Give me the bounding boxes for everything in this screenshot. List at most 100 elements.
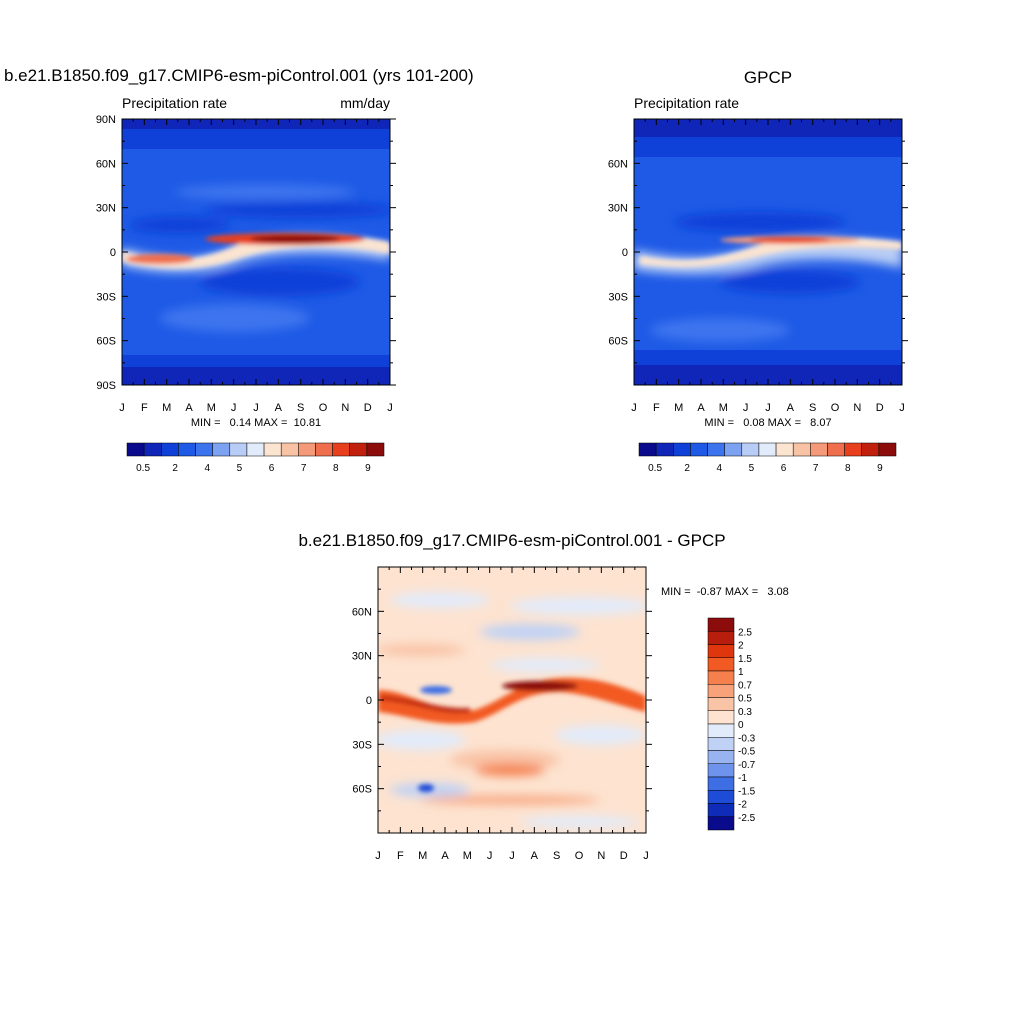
- panel1-colorbar-label: 8: [333, 463, 339, 474]
- panel2-colorbar-label: 6: [781, 463, 787, 474]
- panel2-x-tick-label: M: [674, 402, 683, 414]
- panel1-colorbar-cell: [126, 442, 145, 457]
- panel1-colorbar-label: 6: [269, 463, 275, 474]
- panel1-y-ticks: 90N 60N 30N 0 30S 60S 90S: [96, 114, 396, 392]
- panel2-colorbar-cell: [758, 442, 777, 457]
- panel2-x-tick-label: D: [876, 402, 884, 414]
- panel2-colorbar-cell: [775, 442, 794, 457]
- panel3-x-tick-label: M: [463, 850, 472, 862]
- panel1-x-tick-label: J: [387, 402, 393, 414]
- panel3-colorbar-cell: [707, 710, 735, 725]
- panel3-field: [378, 567, 646, 833]
- panel3-colorbar-label: 2: [738, 641, 744, 652]
- panel3-colorbar-label: -0.3: [738, 733, 756, 744]
- panel2-x-tick-label: J: [743, 402, 749, 414]
- panel1-colorbar-cell: [298, 442, 316, 457]
- panel3-y-ticks: 60N 30N 0 30S 60S: [352, 588, 652, 812]
- panel3-colorbar: 2.5 2 1.5 1 0.7 0.5 0.3 0 -0.3 -0.5 -0.7 -1 -1.5 -2 -2…: [707, 617, 756, 831]
- panel1-colorbar-cell: [212, 442, 231, 457]
- panel2-colorbar-cell: [861, 442, 880, 457]
- panel2-colorbar-cell: [792, 442, 811, 457]
- panel3-colorbar-cell: [707, 763, 735, 778]
- panel2-x-tick-label: A: [697, 402, 705, 414]
- panel3-y-tick-label: 60S: [352, 784, 372, 796]
- panel1-colorbar: 0.5 2 4 5 6 7 8 9: [126, 442, 385, 474]
- panel2-field: [634, 119, 902, 385]
- panel2-colorbar-cell: [638, 442, 657, 457]
- panel3-x-tick-label: A: [441, 850, 449, 862]
- panel3-colorbar-label: -1: [738, 773, 747, 784]
- panel1-y-tick-label: 30S: [96, 291, 116, 303]
- panel3-colorbar-cell: [707, 631, 735, 645]
- panel2-title: GPCP: [744, 68, 792, 87]
- panel3-colorbar-cell: [707, 617, 735, 632]
- panel1-title: b.e21.B1850.f09_g17.CMIP6-esm-piControl.…: [4, 66, 474, 85]
- panel3-colorbar-label: 0.3: [738, 707, 752, 718]
- panel1-subtitle-left: Precipitation rate: [122, 95, 227, 111]
- panel3-colorbar-label: 1: [738, 667, 744, 678]
- panel2-x-tick-label: O: [831, 402, 840, 414]
- panel2-colorbar-label: 8: [845, 463, 851, 474]
- panel3-x-tick-label: F: [397, 850, 404, 862]
- panel1-colorbar-cell: [229, 442, 248, 457]
- panel1-x-tick-label: D: [364, 402, 372, 414]
- panel2-y-tick-label: 60N: [608, 158, 628, 170]
- panel3-colorbar-label: 0.5: [738, 694, 752, 705]
- panel1-x-tick-label: N: [341, 402, 349, 414]
- panel3-colorbar-label: 0: [738, 720, 744, 731]
- panel1-y-tick-label: 60S: [96, 336, 116, 348]
- panel3-y-tick-label: 30N: [352, 651, 372, 663]
- panel2-colorbar-cell: [741, 442, 760, 457]
- panel2-x-tick-label: M: [719, 402, 728, 414]
- panel3-x-tick-label: J: [509, 850, 515, 862]
- panel1-y-tick-label: 60N: [96, 158, 116, 170]
- panel1-y-tick-label: 90S: [96, 380, 116, 392]
- panel3-y-tick-label: 30S: [352, 739, 372, 751]
- panel3-colorbar-label: 0.7: [738, 680, 752, 691]
- panel1-y-tick-label: 0: [110, 247, 116, 259]
- panel2-x-tick-label: J: [899, 402, 905, 414]
- panel1-colorbar-label: 7: [301, 463, 307, 474]
- panel3-colorbar-cell: [707, 776, 735, 791]
- panel3-colorbar-cell: [707, 816, 735, 831]
- panel2-y-ticks: 60N 30N 0 30S 60S: [608, 140, 908, 364]
- panel3-x-tick-label: S: [553, 850, 560, 862]
- panel1-colorbar-cell: [366, 442, 385, 457]
- panel2-y-tick-label: 0: [622, 247, 628, 259]
- panel1-x-tick-label: F: [141, 402, 148, 414]
- panel1-colorbar-cell: [178, 442, 196, 457]
- panel3-y-tick-label: 60N: [352, 606, 372, 618]
- panel2-x-tick-label: N: [853, 402, 861, 414]
- panel1-x-tick-label: S: [297, 402, 304, 414]
- panel1-units: mm/day: [340, 95, 390, 111]
- panel1-colorbar-label: 0.5: [136, 463, 150, 474]
- panel3-x-tick-label: J: [487, 850, 493, 862]
- panel2-colorbar-label: 7: [813, 463, 819, 474]
- panel3-minmax: MIN = -0.87 MAX = 3.08: [661, 586, 789, 598]
- panel2-y-tick-label: 30N: [608, 203, 628, 215]
- panel1-colorbar-label: 9: [365, 463, 371, 474]
- panel3-colorbar-label: 2.5: [738, 627, 752, 638]
- panel3-x-tick-label: M: [418, 850, 427, 862]
- panel3-y-tick-label: 0: [366, 695, 372, 707]
- panel2-colorbar-cell: [690, 442, 708, 457]
- panel1-colorbar-cell: [332, 442, 350, 457]
- panel3-colorbar-cell: [707, 750, 735, 764]
- panel1-y-tick-label: 90N: [96, 114, 116, 126]
- panel1-x-tick-label: J: [119, 402, 125, 414]
- panel2-x-tick-label: J: [631, 402, 637, 414]
- panel1-colorbar-label: 4: [205, 463, 211, 474]
- panel1-y-tick-label: 30N: [96, 203, 116, 215]
- panel2-subtitle-left: Precipitation rate: [634, 95, 739, 111]
- panel3-colorbar-label: -2.5: [738, 813, 756, 824]
- panel3-x-tick-label: D: [620, 850, 628, 862]
- panel3-colorbar-label: -1.5: [738, 786, 756, 797]
- panel2-colorbar-label: 4: [717, 463, 723, 474]
- panel1-colorbar-cell: [143, 442, 162, 457]
- panel2-colorbar-cell: [724, 442, 743, 457]
- panel2-x-tick-label: A: [787, 402, 795, 414]
- panel3-colorbar-label: -2: [738, 800, 747, 811]
